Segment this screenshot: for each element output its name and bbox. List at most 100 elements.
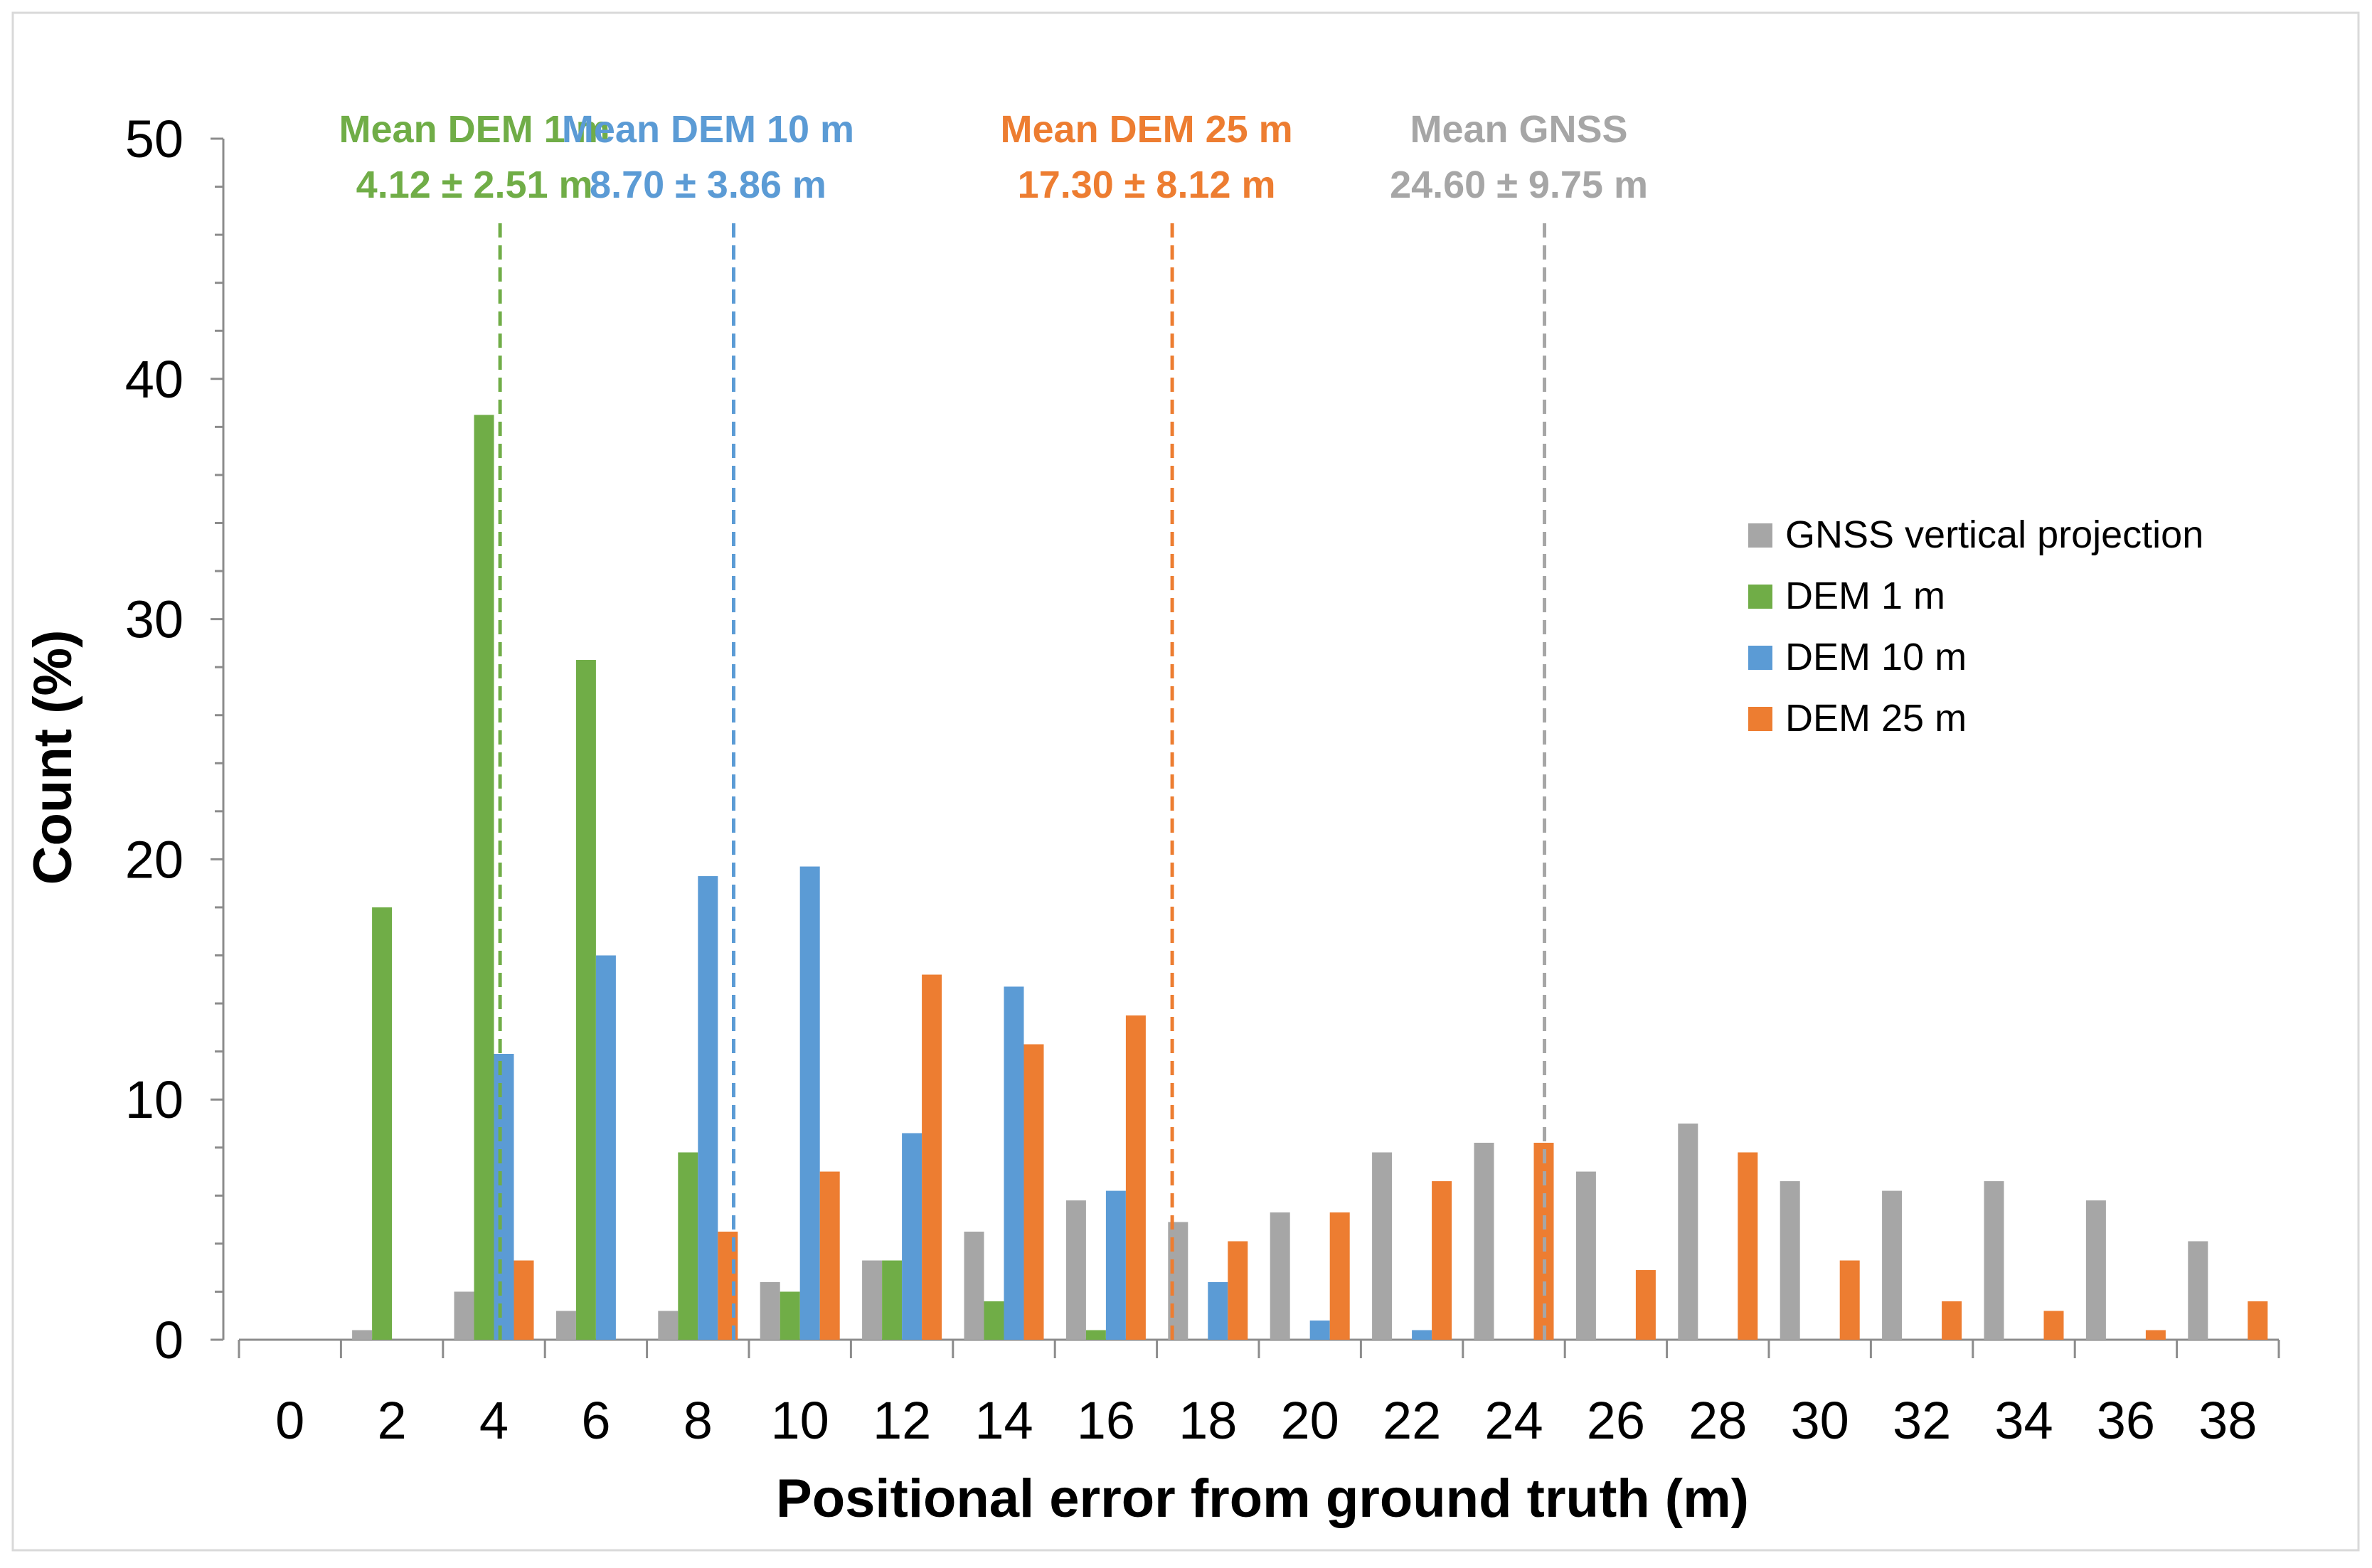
bar <box>819 1171 840 1340</box>
mean-label-title: Mean DEM 25 m <box>1001 108 1293 151</box>
bar <box>984 1301 1004 1340</box>
bar <box>1329 1212 1350 1340</box>
x-tick-label: 38 <box>2198 1391 2257 1450</box>
bar <box>1228 1241 1248 1340</box>
legend-swatch <box>1748 646 1772 670</box>
bar <box>760 1281 780 1340</box>
x-axis-label: Positional error from ground truth (m) <box>776 1468 1749 1529</box>
bar <box>1432 1181 1452 1340</box>
bar <box>555 1311 576 1340</box>
x-tick-label: 2 <box>378 1391 407 1450</box>
bar <box>2145 1330 2166 1340</box>
bar <box>454 1291 474 1340</box>
bar <box>1839 1260 1860 1340</box>
bar <box>1309 1320 1330 1340</box>
x-tick-label: 8 <box>684 1391 713 1450</box>
y-tick-label: 30 <box>125 590 184 649</box>
bar <box>1105 1190 1126 1340</box>
y-tick-label: 50 <box>125 110 184 169</box>
bar <box>494 1054 514 1340</box>
bar <box>595 955 616 1340</box>
mean-label-value: 4.12 ± 2.51 m <box>356 164 593 206</box>
bar <box>1412 1330 1432 1340</box>
bar <box>1208 1281 1228 1340</box>
bar <box>1635 1270 1656 1340</box>
x-tick-label: 6 <box>581 1391 610 1450</box>
x-tick-label: 24 <box>1484 1391 1543 1450</box>
bar <box>780 1291 800 1340</box>
legend-label: DEM 10 m <box>1785 636 1967 678</box>
bar <box>1004 986 1024 1340</box>
y-tick-label: 40 <box>125 350 184 409</box>
bar <box>922 974 942 1340</box>
bar <box>352 1330 373 1340</box>
legend-swatch <box>1748 523 1772 548</box>
mean-label-value: 17.30 ± 8.12 m <box>1018 164 1276 206</box>
y-tick-label: 0 <box>154 1311 184 1370</box>
x-tick-label: 28 <box>1688 1391 1747 1450</box>
bar <box>514 1260 534 1340</box>
bar <box>658 1311 679 1340</box>
x-tick-label: 22 <box>1383 1391 1441 1450</box>
bar <box>862 1260 883 1340</box>
legend-label: DEM 1 m <box>1785 575 1945 617</box>
bars-group <box>352 415 2268 1340</box>
mean-label-title: Mean DEM 1 m <box>339 108 610 151</box>
mean-label-value: 8.70 ± 3.86 m <box>590 164 826 206</box>
mean-label-title: Mean DEM 10 m <box>562 108 854 151</box>
bar <box>964 1231 984 1340</box>
bar <box>575 660 596 1340</box>
y-axis-label: Count (%) <box>23 630 83 885</box>
legend-swatch <box>1748 707 1772 731</box>
bar <box>1738 1152 1758 1340</box>
bar <box>1984 1181 2004 1340</box>
bar <box>698 876 718 1340</box>
x-tick-label: 20 <box>1281 1391 1339 1450</box>
x-tick-label: 32 <box>1893 1391 1951 1450</box>
bar <box>1474 1143 1494 1340</box>
bar <box>1575 1171 1596 1340</box>
x-tick-label: 10 <box>771 1391 829 1450</box>
bar <box>1372 1152 1393 1340</box>
x-tick-label: 0 <box>275 1391 304 1450</box>
bar <box>882 1260 903 1340</box>
bar <box>1023 1044 1044 1340</box>
bar <box>2188 1241 2208 1340</box>
bar <box>799 866 820 1340</box>
bar <box>1085 1330 1106 1340</box>
mean-label-value: 24.60 ± 9.75 m <box>1390 164 1648 206</box>
y-tick-label: 20 <box>125 830 184 889</box>
bar <box>1270 1212 1290 1340</box>
legend-label: DEM 25 m <box>1785 697 1967 740</box>
legend-label: GNSS vertical projection <box>1785 513 2203 556</box>
bar <box>1125 1015 1146 1340</box>
bar <box>474 415 494 1340</box>
x-tick-label: 30 <box>1791 1391 1849 1450</box>
bar <box>678 1152 698 1340</box>
x-tick-label: 12 <box>873 1391 931 1450</box>
bar <box>372 907 393 1340</box>
x-tick-label: 14 <box>974 1391 1033 1450</box>
bar <box>902 1133 922 1340</box>
x-tick-label: 4 <box>479 1391 509 1450</box>
x-tick-label: 36 <box>2097 1391 2155 1450</box>
bar <box>2248 1301 2268 1340</box>
x-tick-label: 18 <box>1179 1391 1237 1450</box>
y-tick-label: 10 <box>125 1070 184 1129</box>
bar <box>1942 1301 1962 1340</box>
bar <box>1065 1200 1086 1340</box>
bar <box>1678 1123 1698 1340</box>
legend-swatch <box>1748 585 1772 609</box>
mean-label-title: Mean GNSS <box>1410 108 1627 151</box>
mean-lines-group: Mean DEM 1 m 4.12 ± 2.51 m Mean DEM 10 m 8.… <box>339 108 1648 1340</box>
x-tick-label: 26 <box>1587 1391 1645 1450</box>
bar <box>1780 1181 1800 1340</box>
x-tick-label: 34 <box>1994 1391 2053 1450</box>
x-tick-label: 16 <box>1077 1391 1135 1450</box>
legend: GNSS vertical projection DEM 1 m DEM 10 m D… <box>1748 513 2203 740</box>
bar <box>2043 1311 2064 1340</box>
bar <box>2085 1200 2106 1340</box>
